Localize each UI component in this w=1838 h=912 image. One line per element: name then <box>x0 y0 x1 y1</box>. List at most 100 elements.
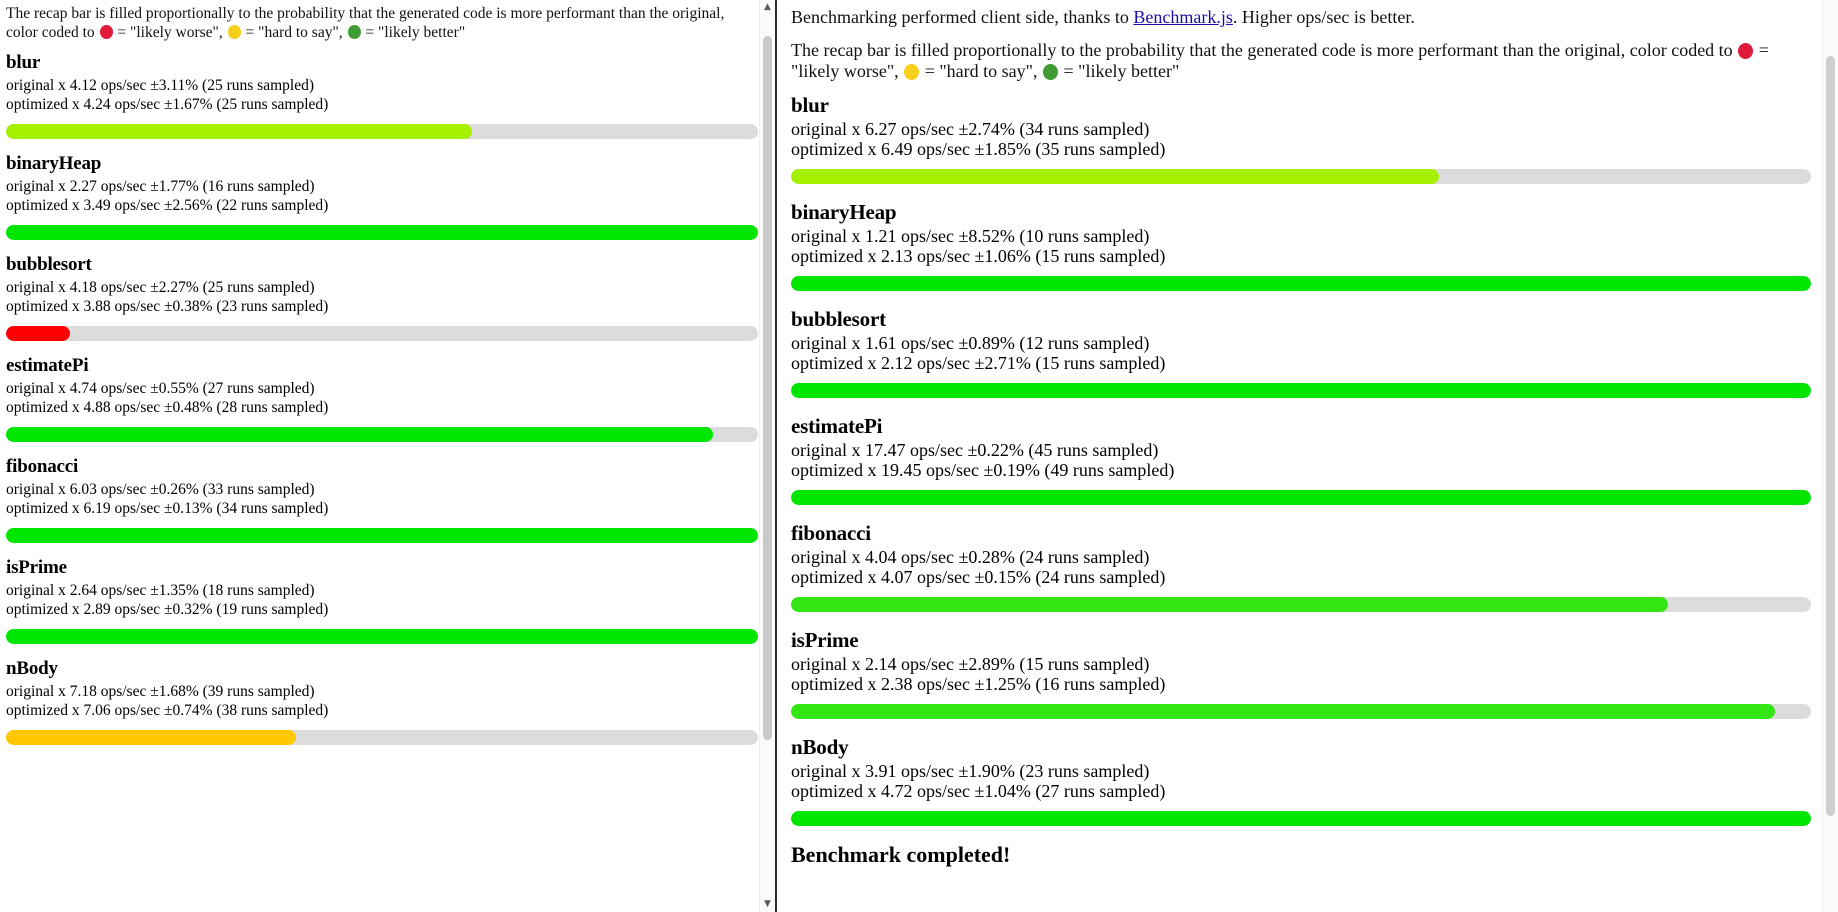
recap-bar-fill <box>791 810 1811 826</box>
recap-bar-track <box>6 124 758 139</box>
left-recap-legend-hard: = "hard to say", <box>241 24 347 41</box>
benchmark-name: bubblesort <box>791 306 886 331</box>
benchmark-name: estimatePi <box>791 413 883 438</box>
recap-bar-track <box>791 275 1811 291</box>
benchmark-optimized-result: optimized x 4.72 ops/sec ±1.04% (27 runs… <box>791 781 1166 801</box>
benchmark-optimized-result: optimized x 19.45 ops/sec ±0.19% (49 run… <box>791 460 1175 480</box>
benchmark-original-result: original x 4.18 ops/sec ±2.27% (25 runs … <box>6 279 315 296</box>
benchmark-entry: isPrime original x 2.64 ops/sec ±1.35% (1… <box>6 557 758 644</box>
right-pane-scrollbar[interactable] <box>1822 0 1838 912</box>
benchmark-name: nBody <box>791 734 849 759</box>
benchmark-original-result: original x 3.91 ops/sec ±1.90% (23 runs … <box>791 760 1150 781</box>
benchmarking-note: Benchmarking performed client side, than… <box>791 7 1807 29</box>
right-benchmark-list: blur original x 6.27 ops/sec ±2.74% (34 r… <box>791 92 1811 826</box>
right-recap-legend-part1: The recap bar is filled proportionally t… <box>791 39 1738 60</box>
benchmark-optimized-result: optimized x 6.19 ops/sec ±0.13% (34 runs… <box>6 499 329 517</box>
recap-bar-fill <box>791 382 1811 398</box>
right-scrollbar-thumb[interactable] <box>1826 56 1835 816</box>
recap-bar-track <box>791 168 1811 184</box>
benchmark-original-result: original x 4.04 ops/sec ±0.28% (24 runs … <box>791 546 1150 567</box>
benchmark-entry: fibonacci original x 6.03 ops/sec ±0.26% … <box>6 456 758 543</box>
benchmark-entry: isPrime original x 2.14 ops/sec ±2.89% (1… <box>791 627 1811 719</box>
recap-bar-fill <box>6 730 296 745</box>
benchmark-entry: estimatePi original x 17.47 ops/sec ±0.22… <box>791 413 1811 505</box>
benchmark-optimized-result: optimized x 2.38 ops/sec ±1.25% (16 runs… <box>791 674 1166 694</box>
benchmark-name: binaryHeap <box>791 199 897 224</box>
recap-bar-fill <box>6 528 758 543</box>
recap-bar-track <box>6 427 758 442</box>
benchmark-optimized-result: optimized x 2.89 ops/sec ±0.32% (19 runs… <box>6 600 329 618</box>
benchmark-original-result: original x 2.27 ops/sec ±1.77% (16 runs … <box>6 178 315 195</box>
benchmark-name: blur <box>791 92 829 117</box>
recap-bar-fill <box>6 225 758 240</box>
likely-worse-dot-icon <box>1738 42 1754 59</box>
recap-bar-fill <box>791 275 1811 291</box>
right-results-pane: Optimize your code with AI suggestions a… <box>781 0 1838 912</box>
recap-bar-track <box>6 326 758 341</box>
scroll-up-arrow-icon[interactable]: ▲ <box>764 2 771 12</box>
benchmark-original-result: original x 6.27 ops/sec ±2.74% (34 runs … <box>791 118 1150 139</box>
benchmark-entry: estimatePi original x 4.74 ops/sec ±0.55%… <box>6 355 758 442</box>
benchmark-original-result: original x 4.12 ops/sec ±3.11% (25 runs … <box>6 77 314 94</box>
benchmark-name: isPrime <box>6 557 67 578</box>
recap-bar-track <box>791 382 1811 398</box>
left-pane-scrollbar[interactable]: ▲ ▼ <box>759 0 775 912</box>
benchmark-optimized-result: optimized x 6.49 ops/sec ±1.85% (35 runs… <box>791 139 1166 159</box>
benchmark-optimized-result: optimized x 2.13 ops/sec ±1.06% (15 runs… <box>791 246 1166 266</box>
pane-divider[interactable] <box>775 0 781 912</box>
recap-bar-track <box>791 596 1811 612</box>
benchmark-original-result: original x 4.74 ops/sec ±0.55% (27 runs … <box>6 380 315 397</box>
recap-bar-track <box>6 730 758 745</box>
benchmark-js-link[interactable]: Benchmark.js <box>1133 7 1233 27</box>
benchmark-name: nBody <box>6 658 58 679</box>
left-recap-legend-worse: = "likely worse", <box>113 24 227 41</box>
scroll-down-arrow-icon[interactable]: ▼ <box>764 899 771 909</box>
benchmark-entry: bubblesort original x 1.61 ops/sec ±0.89%… <box>791 306 1811 398</box>
benchmark-optimized-result: optimized x 3.88 ops/sec ±0.38% (23 runs… <box>6 297 329 315</box>
left-benchmark-list: blur original x 4.12 ops/sec ±3.11% (25 r… <box>6 52 758 745</box>
benchmark-name: blur <box>6 52 41 73</box>
left-results-pane: The recap bar is filled proportionally t… <box>0 0 775 912</box>
benchmark-completed-message: Benchmark completed! <box>791 841 1011 867</box>
benchmark-entry: nBody original x 3.91 ops/sec ±1.90% (23 … <box>791 734 1811 826</box>
benchmark-name: isPrime <box>791 627 859 652</box>
recap-bar-track <box>6 225 758 240</box>
benchmark-entry: binaryHeap original x 2.27 ops/sec ±1.77%… <box>6 153 758 240</box>
recap-bar-fill <box>791 489 1811 505</box>
recap-bar-track <box>6 528 758 543</box>
benchmark-name: fibonacci <box>6 456 79 477</box>
benchmark-optimized-result: optimized x 4.88 ops/sec ±0.48% (28 runs… <box>6 398 329 416</box>
benchmark-name: estimatePi <box>6 355 89 376</box>
benchmark-optimized-result: optimized x 2.12 ops/sec ±2.71% (15 runs… <box>791 353 1166 373</box>
recap-bar-fill <box>791 703 1776 719</box>
benchmark-original-result: original x 2.14 ops/sec ±2.89% (15 runs … <box>791 653 1150 674</box>
recap-bar-track <box>791 489 1811 505</box>
left-recap-legend-better: = "likely better" <box>361 24 466 41</box>
recap-bar-track <box>791 810 1811 826</box>
recap-bar-track <box>791 703 1811 719</box>
recap-bar-fill <box>6 326 70 341</box>
benchmark-original-result: original x 7.18 ops/sec ±1.68% (39 runs … <box>6 683 315 700</box>
right-recap-legend-better: = "likely better" <box>1059 61 1180 81</box>
hard-to-say-dot-icon <box>904 64 920 80</box>
benchmark-original-result: original x 1.21 ops/sec ±8.52% (10 runs … <box>791 225 1150 246</box>
benchmark-original-result: original x 1.61 ops/sec ±0.89% (12 runs … <box>791 332 1150 353</box>
benchmark-name: bubblesort <box>6 254 92 275</box>
benchmark-entry: binaryHeap original x 1.21 ops/sec ±8.52%… <box>791 199 1811 291</box>
right-results-content: Optimize your code with AI suggestions a… <box>781 0 1823 868</box>
recap-bar-track <box>6 629 758 644</box>
likely-better-dot-icon <box>1043 64 1059 80</box>
benchmark-entry: bubblesort original x 4.18 ops/sec ±2.27%… <box>6 254 758 341</box>
left-recap-legend-text: The recap bar is filled proportionally t… <box>6 4 754 42</box>
likely-worse-dot-icon <box>99 25 113 39</box>
benchmark-optimized-result: optimized x 4.07 ops/sec ±0.15% (24 runs… <box>791 567 1166 587</box>
recap-bar-fill <box>791 168 1439 184</box>
benchmark-optimized-result: optimized x 3.49 ops/sec ±2.56% (22 runs… <box>6 196 329 214</box>
likely-better-dot-icon <box>347 25 361 39</box>
benchmark-entry: blur original x 4.12 ops/sec ±3.11% (25 r… <box>6 52 758 139</box>
right-recap-legend-text: The recap bar is filled proportionally t… <box>791 40 1807 83</box>
right-recap-legend-worse: = "likely worse", <box>791 39 1769 82</box>
left-scrollbar-thumb[interactable] <box>763 36 772 740</box>
hard-to-say-dot-icon <box>227 25 241 39</box>
